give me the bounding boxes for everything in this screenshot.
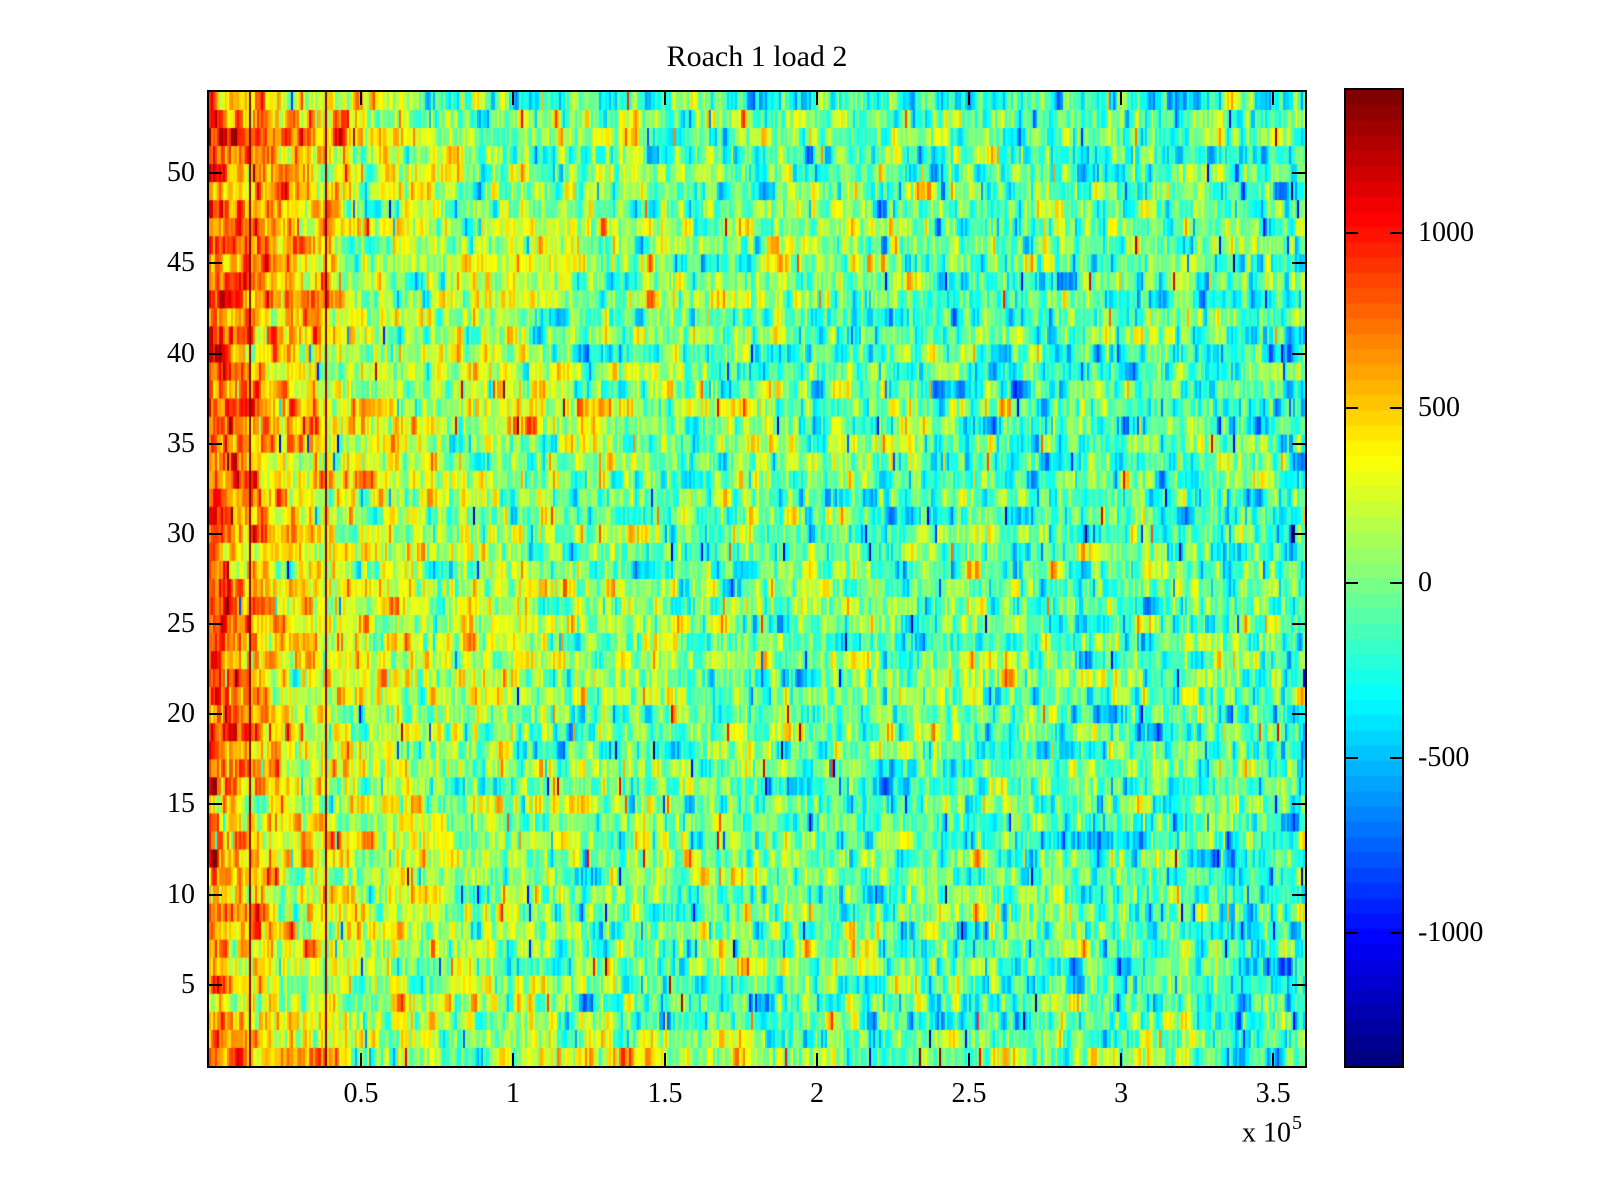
colorbar-tick-label: 1000 — [1418, 217, 1474, 249]
y-tick-mark-right — [1292, 983, 1305, 986]
y-tick-label: 15 — [167, 788, 195, 820]
x-tick-label: 3.5 — [1255, 1078, 1291, 1109]
x-tick-label: 2 — [810, 1078, 825, 1109]
x-tick-label: 2.5 — [951, 1078, 987, 1109]
colorbar-tick-mark-right — [1390, 582, 1402, 585]
colorbar-tick-label: -500 — [1418, 742, 1470, 774]
y-tick-mark-right — [1292, 532, 1305, 535]
x-scale-exponent: 5 — [1292, 1112, 1302, 1134]
x-tick-label: 0.5 — [343, 1078, 379, 1109]
x-tick-label: 1 — [506, 1078, 521, 1109]
y-tick-label: 25 — [167, 608, 195, 640]
y-tick-mark — [209, 172, 222, 175]
heatmap-plot-area — [207, 90, 1307, 1068]
y-tick-mark-right — [1292, 172, 1305, 175]
chart-title: Roach 1 load 2 — [666, 40, 848, 73]
y-tick-mark — [209, 352, 222, 355]
x-tick-mark-top — [1272, 92, 1275, 105]
colorbar-tick-mark — [1346, 932, 1358, 935]
x-tick-mark — [512, 1053, 515, 1066]
y-tick-mark — [209, 442, 222, 445]
colorbar-tick-label: 500 — [1418, 392, 1460, 424]
y-tick-label: 40 — [167, 337, 195, 369]
colorbar-tick-mark-right — [1390, 757, 1402, 760]
y-tick-label: 35 — [167, 427, 195, 459]
y-tick-mark-right — [1292, 352, 1305, 355]
x-tick-mark — [816, 1053, 819, 1066]
y-tick-label: 30 — [167, 517, 195, 549]
colorbar-tick-mark — [1346, 582, 1358, 585]
x-tick-mark-top — [816, 92, 819, 105]
x-tick-mark — [1272, 1053, 1275, 1066]
y-tick-label: 10 — [167, 878, 195, 910]
y-tick-label: 50 — [167, 157, 195, 189]
x-tick-mark — [360, 1053, 362, 1066]
colorbar-tick-label: -1000 — [1418, 917, 1484, 949]
y-tick-mark-right — [1292, 803, 1305, 806]
colorbar-canvas — [1346, 90, 1402, 1066]
y-tick-mark-right — [1292, 713, 1305, 716]
y-tick-mark — [209, 713, 222, 716]
y-tick-label: 20 — [167, 698, 195, 730]
x-tick-mark — [1120, 1053, 1123, 1066]
y-tick-mark — [209, 262, 222, 265]
y-tick-label: 45 — [167, 247, 195, 279]
y-tick-mark — [209, 803, 222, 806]
y-tick-mark-right — [1292, 262, 1305, 265]
y-tick-mark — [209, 893, 222, 896]
colorbar-tick-mark — [1346, 757, 1358, 760]
x-tick-mark-top — [968, 92, 971, 105]
y-tick-mark-right — [1292, 893, 1305, 896]
y-tick-mark — [209, 532, 222, 535]
x-axis-scale-label: x 105 — [1242, 1112, 1302, 1149]
colorbar-tick-mark-right — [1390, 232, 1402, 235]
colorbar-tick-mark-right — [1390, 932, 1402, 935]
x-tick-mark-top — [512, 92, 515, 105]
y-tick-mark — [209, 983, 222, 986]
y-tick-mark — [209, 623, 222, 626]
colorbar — [1344, 88, 1404, 1068]
x-tick-mark — [664, 1053, 667, 1066]
x-tick-label: 1.5 — [647, 1078, 683, 1109]
x-tick-label: 3 — [1114, 1078, 1129, 1109]
colorbar-tick-label: 0 — [1418, 567, 1432, 599]
colorbar-tick-mark-right — [1390, 407, 1402, 410]
y-tick-mark-right — [1292, 442, 1305, 445]
x-scale-base: x 10 — [1242, 1117, 1291, 1149]
colorbar-tick-mark — [1346, 232, 1358, 235]
x-tick-mark-top — [664, 92, 667, 105]
colorbar-tick-mark — [1346, 407, 1358, 410]
y-tick-label: 5 — [181, 968, 195, 1000]
heatmap-canvas — [209, 92, 1305, 1066]
x-tick-mark-top — [1120, 92, 1123, 105]
y-tick-mark-right — [1292, 623, 1305, 626]
x-tick-mark — [968, 1053, 971, 1066]
x-tick-mark-top — [360, 92, 362, 105]
